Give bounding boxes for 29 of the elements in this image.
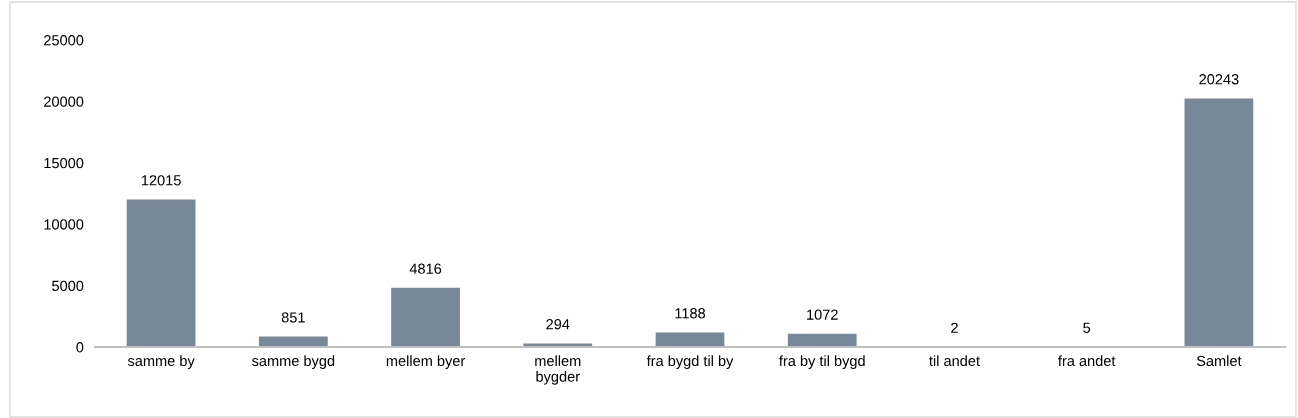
y-tick-label: 20000: [44, 96, 84, 107]
bar: [1184, 98, 1254, 347]
data-label: 20243: [1199, 74, 1239, 85]
data-label: 1188: [675, 308, 706, 319]
x-tick-label: fra bygd til by: [646, 355, 734, 369]
data-label: 2: [951, 322, 958, 333]
x-tick-label: samme by: [127, 355, 195, 369]
data-label: 12015: [141, 175, 181, 186]
bar: [655, 332, 725, 347]
data-label: 851: [281, 312, 305, 323]
x-tick-label: til andet: [929, 355, 980, 367]
y-tick-label: 0: [76, 342, 84, 353]
x-tick-label: samme bygd: [252, 355, 335, 369]
bar: [126, 199, 196, 347]
x-tick-label: fra by til bygd: [779, 355, 865, 369]
y-tick-label: 10000: [44, 219, 84, 230]
y-tick-label: 15000: [44, 157, 84, 169]
bar: [391, 287, 460, 347]
x-tick-label: fra andet: [1058, 355, 1116, 367]
x-tick-label: mellem bygder: [535, 355, 581, 385]
x-tick-label: Samlet: [1196, 355, 1242, 367]
data-label: 5: [1083, 322, 1091, 333]
data-label: 4816: [409, 263, 442, 274]
y-tick-label: 25000: [44, 35, 84, 46]
data-label: 1072: [807, 309, 838, 320]
bar: [787, 333, 857, 347]
x-tick-label: mellem byer: [386, 355, 466, 369]
y-tick-label: 5000: [52, 280, 84, 292]
data-label: 294: [546, 319, 570, 330]
